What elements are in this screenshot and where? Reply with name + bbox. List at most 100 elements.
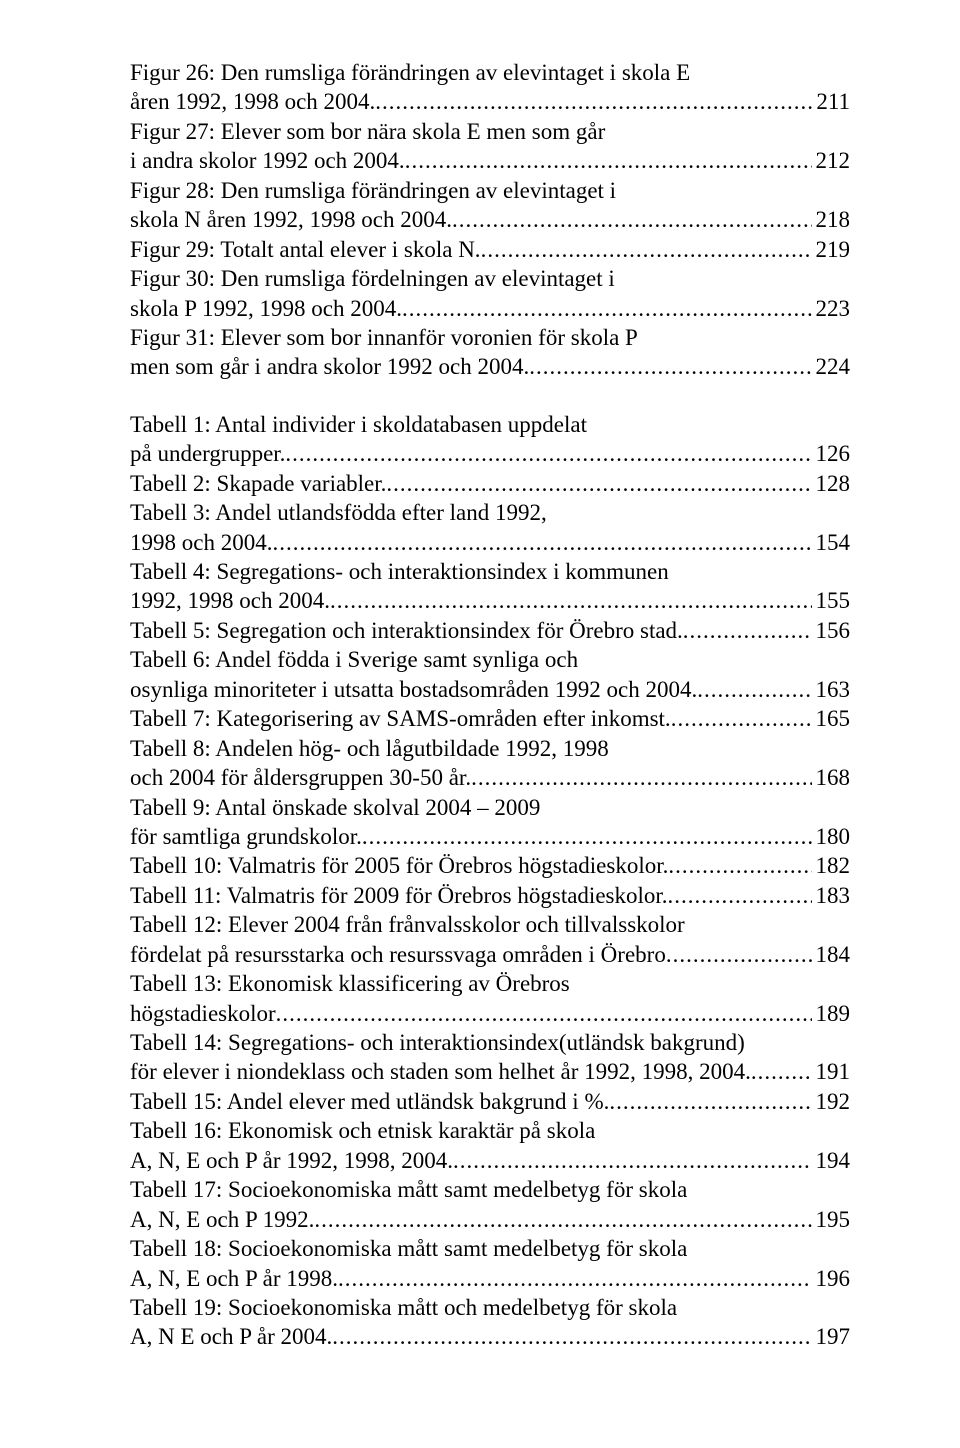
- toc-entry: Tabell 6: Andel födda i Sverige samt syn…: [130, 645, 850, 704]
- toc-text: Tabell 19: Socioekonomiska mått och mede…: [130, 1293, 677, 1322]
- toc-entry: Figur 31: Elever som bor innanför voroni…: [130, 323, 850, 382]
- toc-page: 192: [812, 1087, 851, 1116]
- toc-entry: Tabell 16: Ekonomisk och etnisk karaktär…: [130, 1116, 850, 1175]
- toc-entry: Tabell 14: Segregations- och interaktion…: [130, 1028, 850, 1087]
- toc-text: Tabell 6: Andel födda i Sverige samt syn…: [130, 645, 578, 674]
- toc-line-last: Figur 29: Totalt antal elever i skola N.…: [130, 235, 850, 264]
- toc-line: Figur 30: Den rumsliga fördelningen av e…: [130, 264, 850, 293]
- toc-line-last: osynliga minoriteter i utsatta bostadsom…: [130, 675, 850, 704]
- toc-leader: ........................................…: [453, 1146, 811, 1175]
- toc-line: Tabell 4: Segregations- och interaktions…: [130, 557, 850, 586]
- toc-line-last: åren 1992, 1998 och 2004................…: [130, 87, 850, 116]
- toc-page: 165: [812, 704, 851, 733]
- toc-page: 211: [812, 87, 850, 116]
- toc-line: Tabell 3: Andel utlandsfödda efter land …: [130, 498, 850, 527]
- toc-line: Tabell 16: Ekonomisk och etnisk karaktär…: [130, 1116, 850, 1145]
- toc-line-last: A, N E och P år 2004....................…: [130, 1322, 850, 1351]
- toc-entry: Figur 30: Den rumsliga fördelningen av e…: [130, 264, 850, 323]
- toc-text: Tabell 8: Andelen hög- och lågutbildade …: [130, 734, 609, 763]
- toc-entry: Tabell 3: Andel utlandsfödda efter land …: [130, 498, 850, 557]
- toc-entry: Tabell 11: Valmatris för 2009 för Örebro…: [130, 881, 850, 910]
- toc-text: A, N, E och P år 1998.: [130, 1264, 338, 1293]
- toc-line-last: Tabell 2: Skapade variabler.............…: [130, 469, 850, 498]
- toc-leader: ........................................…: [314, 1205, 811, 1234]
- toc-leader: ........................................…: [330, 586, 812, 615]
- toc-leader: ........................................…: [332, 1322, 811, 1351]
- toc-line: Figur 26: Den rumsliga förändringen av e…: [130, 58, 850, 87]
- toc-page: 183: [812, 881, 851, 910]
- toc-line-last: A, N, E och P 1992. ....................…: [130, 1205, 850, 1234]
- toc-entry: Tabell 4: Segregations- och interaktions…: [130, 557, 850, 616]
- toc-text: 1998 och 2004.: [130, 528, 272, 557]
- toc-entry: Tabell 19: Socioekonomiska mått och mede…: [130, 1293, 850, 1352]
- toc-page: 196: [812, 1264, 851, 1293]
- toc-leader: ........................................…: [671, 704, 812, 733]
- toc-page: 212: [812, 146, 851, 175]
- toc-leader: ........................................…: [386, 469, 811, 498]
- toc-text: Tabell 4: Segregations- och interaktions…: [130, 557, 669, 586]
- toc-line-last: skola N åren 1992, 1998 och 2004........…: [130, 205, 850, 234]
- toc-leader: ........................................…: [609, 1087, 811, 1116]
- toc-text: osynliga minoriteter i utsatta bostadsom…: [130, 675, 697, 704]
- toc-leader: ........................................…: [362, 822, 812, 851]
- toc-line-last: 1992, 1998 och 2004.....................…: [130, 586, 850, 615]
- toc-text: Tabell 14: Segregations- och interaktion…: [130, 1028, 745, 1057]
- toc-line-last: Tabell 10: Valmatris för 2005 för Örebro…: [130, 851, 850, 880]
- toc-line-last: för samtliga grundskolor................…: [130, 822, 850, 851]
- toc-line-last: högstadieskolor ........................…: [130, 999, 850, 1028]
- toc-text: Tabell 2: Skapade variabler.: [130, 469, 386, 498]
- toc-leader: ........................................…: [405, 146, 812, 175]
- toc-line-last: på undergrupper.........................…: [130, 439, 850, 468]
- toc-leader: ........................................…: [276, 999, 812, 1028]
- table-of-contents: Figur 26: Den rumsliga förändringen av e…: [130, 58, 850, 1352]
- toc-text: A, N, E och P år 1992, 1998, 2004.: [130, 1146, 453, 1175]
- toc-page: 154: [812, 528, 851, 557]
- toc-text: Tabell 7: Kategorisering av SAMS-områden…: [130, 704, 671, 733]
- toc-text: Figur 28: Den rumsliga förändringen av e…: [130, 176, 616, 205]
- toc-entry: Figur 29: Totalt antal elever i skola N.…: [130, 235, 850, 264]
- toc-line: Tabell 9: Antal önskade skolval 2004 – 2…: [130, 793, 850, 822]
- toc-line: Tabell 12: Elever 2004 från frånvalsskol…: [130, 910, 850, 939]
- toc-entry: Figur 28: Den rumsliga förändringen av e…: [130, 176, 850, 235]
- toc-entry: Figur 27: Elever som bor nära skola E me…: [130, 117, 850, 176]
- toc-text: 1992, 1998 och 2004.: [130, 586, 330, 615]
- toc-line-last: men som går i andra skolor 1992 och 2004…: [130, 352, 850, 381]
- toc-page: 168: [812, 763, 851, 792]
- toc-text: Figur 29: Totalt antal elever i skola N.: [130, 235, 481, 264]
- toc-page: 224: [812, 352, 851, 381]
- toc-entry: Tabell 13: Ekonomisk klassificering av Ö…: [130, 969, 850, 1028]
- toc-entry: Tabell 15: Andel elever med utländsk bak…: [130, 1087, 850, 1116]
- toc-line-last: i andra skolor 1992 och 2004............…: [130, 146, 850, 175]
- toc-line: Tabell 19: Socioekonomiska mått och mede…: [130, 1293, 850, 1322]
- toc-leader: ........................................…: [452, 205, 812, 234]
- toc-leader: ........................................…: [529, 352, 811, 381]
- toc-page: 163: [812, 675, 851, 704]
- toc-leader: ........................................…: [697, 675, 811, 704]
- toc-line: Tabell 1: Antal individer i skoldatabase…: [130, 410, 850, 439]
- toc-page: 219: [812, 235, 851, 264]
- toc-text: Tabell 3: Andel utlandsfödda efter land …: [130, 498, 547, 527]
- toc-text: högstadieskolor: [130, 999, 276, 1028]
- toc-entry: Tabell 12: Elever 2004 från frånvalsskol…: [130, 910, 850, 969]
- toc-page: 191: [812, 1057, 851, 1086]
- toc-page: 180: [812, 822, 851, 851]
- toc-leader: ........................................…: [751, 1057, 812, 1086]
- toc-entry: Tabell 18: Socioekonomiska mått samt med…: [130, 1234, 850, 1293]
- toc-entry: Tabell 9: Antal önskade skolval 2004 – 2…: [130, 793, 850, 852]
- toc-entry: Figur 26: Den rumsliga förändringen av e…: [130, 58, 850, 117]
- toc-leader: ........................................…: [481, 235, 812, 264]
- toc-entry: Tabell 8: Andelen hög- och lågutbildade …: [130, 734, 850, 793]
- toc-page: 155: [812, 586, 851, 615]
- toc-leader: ........................................…: [272, 528, 811, 557]
- toc-page: 195: [812, 1205, 851, 1234]
- toc-text: skola N åren 1992, 1998 och 2004.: [130, 205, 452, 234]
- toc-text: Tabell 10: Valmatris för 2005 för Örebro…: [130, 851, 668, 880]
- toc-line-last: skola P 1992, 1998 och 2004.............…: [130, 294, 850, 323]
- toc-line: Figur 27: Elever som bor nära skola E me…: [130, 117, 850, 146]
- toc-entry: Tabell 10: Valmatris för 2005 för Örebro…: [130, 851, 850, 880]
- toc-text: Tabell 11: Valmatris för 2009 för Örebro…: [130, 881, 668, 910]
- toc-line: Tabell 13: Ekonomisk klassificering av Ö…: [130, 969, 850, 998]
- toc-page: 156: [812, 616, 851, 645]
- toc-leader: ........................................…: [471, 763, 811, 792]
- toc-line-last: Tabell 5: Segregation och interaktionsin…: [130, 616, 850, 645]
